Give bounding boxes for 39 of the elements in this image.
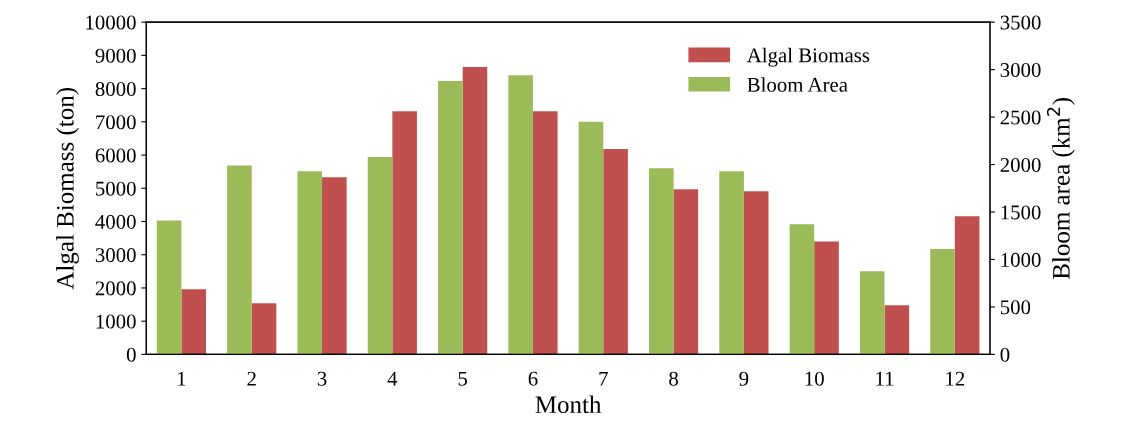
- bar: [251, 303, 277, 355]
- bar: [156, 220, 182, 355]
- y-tick-label: 0: [126, 347, 136, 362]
- y-tick-label: 10000: [86, 15, 136, 30]
- y2-axis-title: Bloom area (km$^{2}$): [1046, 98, 1075, 280]
- y2-tick-label: 3000: [1000, 62, 1041, 78]
- y-tick-label: 9000: [95, 48, 136, 63]
- x-tick-label: 6: [528, 371, 538, 386]
- y-tick-label: 8000: [95, 81, 136, 97]
- bar: [227, 165, 252, 355]
- y2-tick-label: 0: [1000, 347, 1010, 362]
- y-tick-label: 2000: [95, 281, 136, 296]
- y-tick-label: 1000: [96, 314, 136, 329]
- x-tick-label: 1: [178, 371, 186, 386]
- x-tick-label: 8: [669, 371, 679, 386]
- y2-tick-label: 500: [1000, 300, 1031, 315]
- x-tick-label: 4: [387, 371, 398, 386]
- y-tick-label: 3000: [95, 248, 136, 263]
- x-tick-label: 3: [317, 371, 327, 386]
- x-tick-label: 9: [739, 371, 749, 386]
- legend-label: Algal Biomass: [746, 47, 870, 67]
- y-axis-title: Algal Biomass (ton): [56, 88, 79, 290]
- x-tick-label: 2: [247, 371, 256, 386]
- x-tick-label: 5: [458, 371, 468, 386]
- y-tick-label: 7000: [96, 115, 136, 130]
- legend-label: Bloom Area: [747, 77, 848, 92]
- x-tick-label: 12: [946, 371, 965, 386]
- y2-tick-label: 3500: [1000, 15, 1041, 30]
- y2-tick-label: 1000: [1001, 252, 1041, 267]
- y2-tick-label: 2500: [1000, 110, 1041, 125]
- y2-tick-label: 2000: [1000, 157, 1041, 172]
- y-tick-label: 5000: [96, 181, 136, 196]
- x-tick-label: 10: [805, 371, 824, 386]
- y2-tick-label: 1500: [1001, 205, 1041, 220]
- x-axis-title: Month: [535, 395, 602, 414]
- x-tick-label: 7: [599, 371, 608, 386]
- x-tick-label: 11: [876, 371, 894, 386]
- y-tick-label: 4000: [95, 214, 136, 229]
- y-tick-label: 6000: [95, 148, 136, 163]
